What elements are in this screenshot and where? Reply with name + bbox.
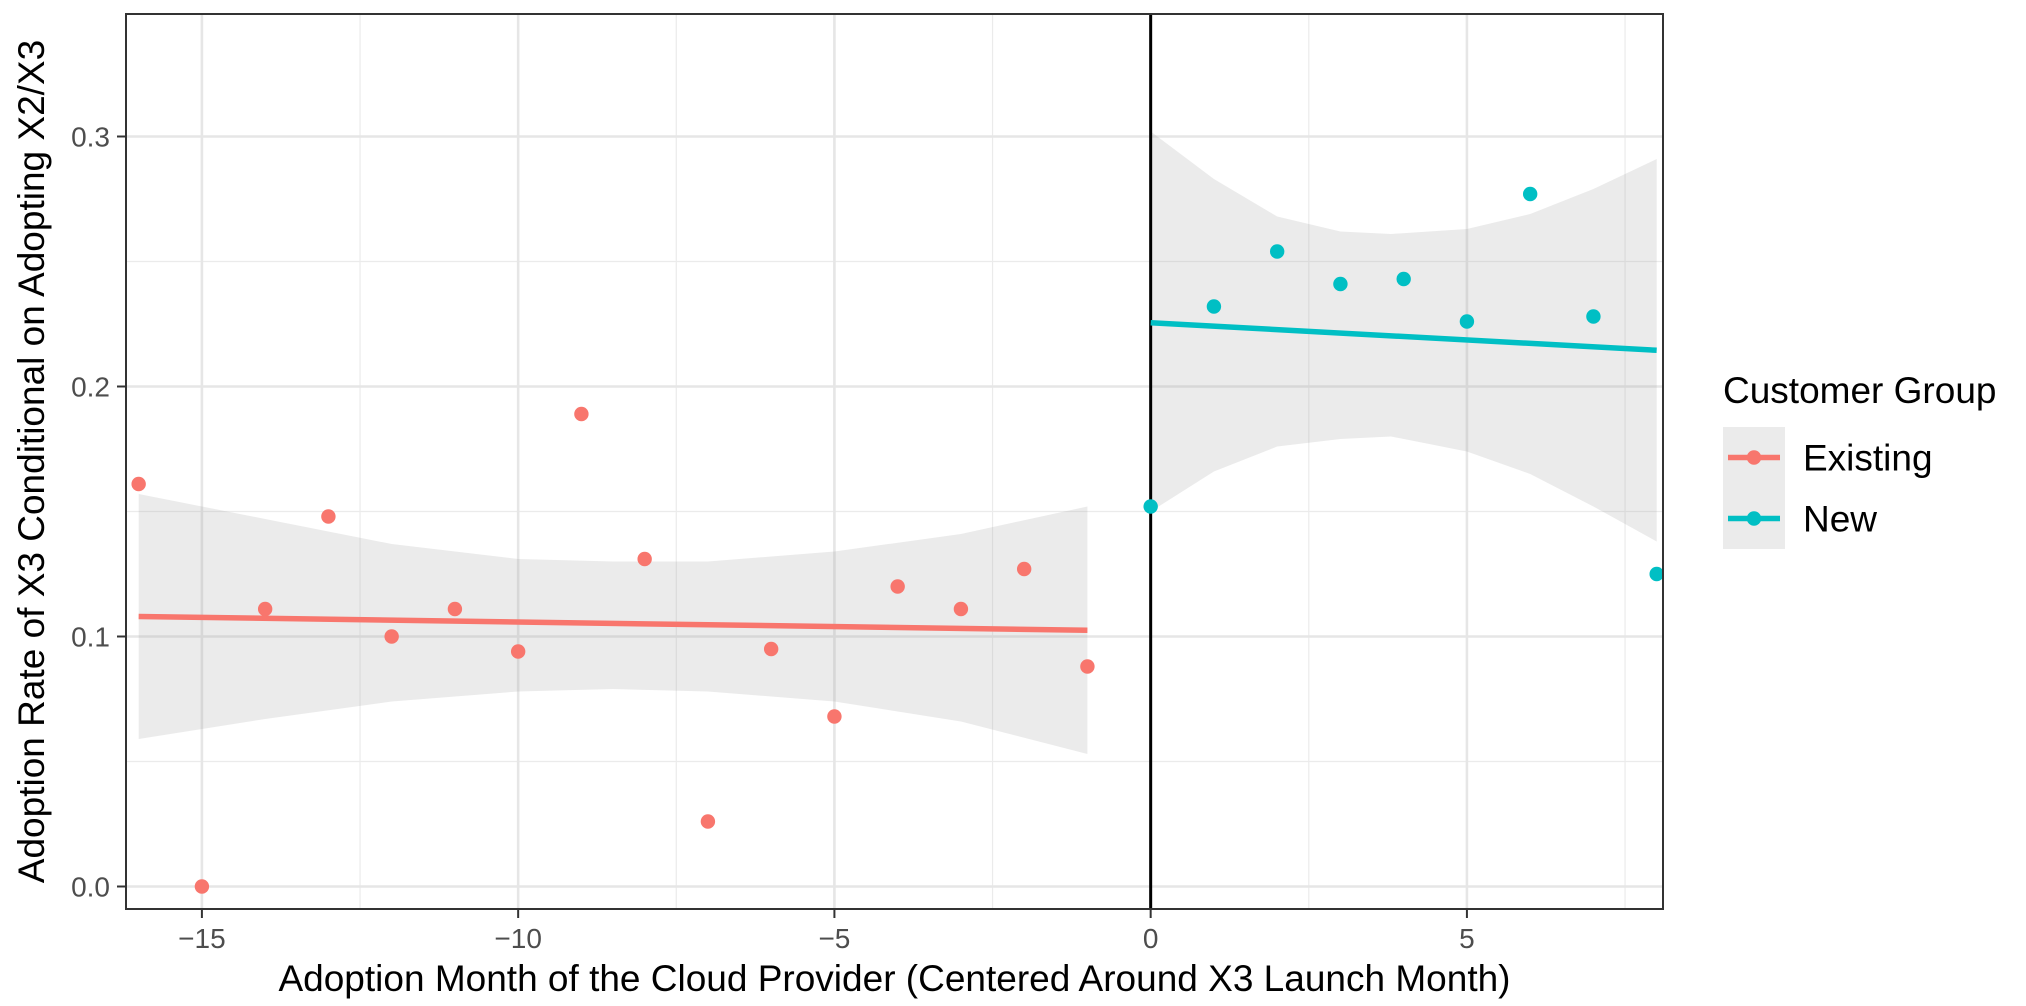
y-tick-label: 0.1 bbox=[71, 622, 110, 653]
point-new bbox=[1269, 244, 1285, 259]
point-existing bbox=[700, 814, 716, 829]
point-new bbox=[1206, 299, 1222, 314]
point-existing bbox=[510, 644, 526, 659]
legend-key-point bbox=[1746, 450, 1762, 465]
legend: Customer Group Existing New bbox=[1723, 370, 1997, 549]
point-existing bbox=[384, 629, 399, 644]
legend-title: Customer Group bbox=[1723, 370, 1997, 411]
y-tick-label: 0.0 bbox=[71, 872, 110, 903]
point-existing bbox=[194, 879, 210, 894]
point-new bbox=[1396, 271, 1411, 287]
point-new bbox=[1522, 186, 1538, 202]
point-new bbox=[1459, 314, 1475, 329]
legend-key-point bbox=[1746, 511, 1762, 526]
grid-layer bbox=[126, 14, 1663, 909]
x-tick-label: 0 bbox=[1143, 923, 1159, 954]
y-tick-label: 0.2 bbox=[71, 372, 110, 403]
fit-line-existing bbox=[138, 613, 1088, 633]
y-tick-label: 0.3 bbox=[71, 122, 110, 153]
point-existing bbox=[953, 601, 969, 617]
fit-lines bbox=[138, 320, 1657, 633]
y-axis-title: Adoption Rate of X3 Conditional on Adopt… bbox=[11, 40, 52, 883]
data-points bbox=[131, 186, 1664, 894]
fit-line-new bbox=[1150, 320, 1657, 353]
plot-panel-border bbox=[125, 13, 1664, 910]
x-tick-label: 5 bbox=[1459, 923, 1475, 954]
point-existing bbox=[447, 601, 463, 617]
axis-ticks: −15 −10 −5 0 5 0.0 0.1 0.2 0.3 bbox=[71, 122, 1475, 955]
point-new bbox=[1649, 566, 1664, 582]
point-existing bbox=[574, 406, 589, 422]
confidence-bands bbox=[138, 131, 1657, 754]
point-existing bbox=[1016, 561, 1032, 577]
point-existing bbox=[131, 476, 146, 492]
point-existing bbox=[1080, 659, 1095, 674]
point-existing bbox=[827, 709, 842, 724]
point-existing bbox=[321, 509, 336, 524]
legend-label-new: New bbox=[1803, 499, 1877, 540]
point-existing bbox=[257, 601, 273, 617]
point-new bbox=[1143, 499, 1158, 514]
point-new bbox=[1333, 276, 1348, 292]
x-tick-label: −10 bbox=[494, 923, 542, 954]
x-axis-title: Adoption Month of the Cloud Provider (Ce… bbox=[278, 958, 1510, 999]
point-existing bbox=[890, 579, 905, 594]
x-tick-label: −5 bbox=[818, 923, 850, 954]
legend-label-existing: Existing bbox=[1803, 438, 1933, 479]
point-new bbox=[1586, 309, 1601, 324]
x-tick-label: −15 bbox=[178, 923, 226, 954]
point-existing bbox=[637, 551, 652, 567]
point-existing bbox=[763, 641, 779, 657]
